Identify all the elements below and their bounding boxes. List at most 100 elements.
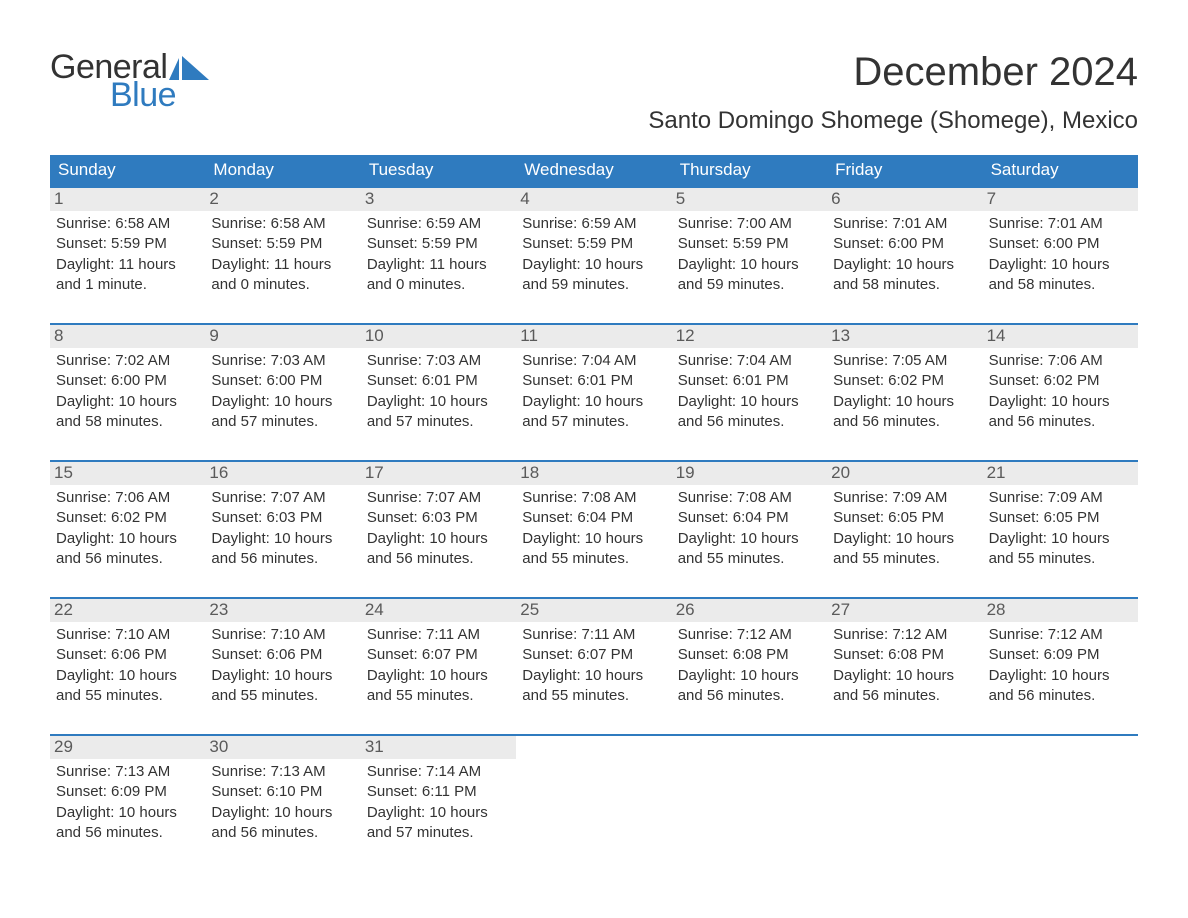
day-number: 16 [205,462,360,485]
daylight-line-2: and 56 minutes. [211,549,354,569]
daylight-line-2: and 56 minutes. [367,549,510,569]
sunset-line: Sunset: 6:05 PM [989,508,1132,528]
day-detail: Sunrise: 7:12 AMSunset: 6:09 PMDaylight:… [989,622,1132,706]
daylight-line-1: Daylight: 10 hours [989,529,1132,549]
day-number: 5 [672,188,827,211]
day-number: 2 [205,188,360,211]
daylight-line-2: and 56 minutes. [56,549,199,569]
logo-text-blue: Blue [110,78,209,112]
day-number: 30 [205,736,360,759]
sunrise-line: Sunrise: 7:04 AM [522,351,665,371]
day-cell: 1Sunrise: 6:58 AMSunset: 5:59 PMDaylight… [50,188,205,299]
day-cell: 24Sunrise: 7:11 AMSunset: 6:07 PMDayligh… [361,599,516,710]
day-cell: 29Sunrise: 7:13 AMSunset: 6:09 PMDayligh… [50,736,205,847]
sunset-line: Sunset: 6:04 PM [522,508,665,528]
week-row: 22Sunrise: 7:10 AMSunset: 6:06 PMDayligh… [50,597,1138,710]
week-row: 15Sunrise: 7:06 AMSunset: 6:02 PMDayligh… [50,460,1138,573]
day-cell: 8Sunrise: 7:02 AMSunset: 6:00 PMDaylight… [50,325,205,436]
day-number: 31 [361,736,516,759]
day-cell [516,736,671,847]
sunrise-line: Sunrise: 7:12 AM [989,625,1132,645]
day-detail: Sunrise: 7:13 AMSunset: 6:09 PMDaylight:… [56,759,199,843]
daylight-line-1: Daylight: 10 hours [522,529,665,549]
day-cell: 31Sunrise: 7:14 AMSunset: 6:11 PMDayligh… [361,736,516,847]
daylight-line-2: and 56 minutes. [56,823,199,843]
day-detail: Sunrise: 6:59 AMSunset: 5:59 PMDaylight:… [522,211,665,295]
day-cell: 23Sunrise: 7:10 AMSunset: 6:06 PMDayligh… [205,599,360,710]
daylight-line-1: Daylight: 10 hours [833,666,976,686]
day-detail: Sunrise: 7:00 AMSunset: 5:59 PMDaylight:… [678,211,821,295]
day-cell [672,736,827,847]
sunset-line: Sunset: 6:00 PM [833,234,976,254]
day-number: 26 [672,599,827,622]
daylight-line-2: and 55 minutes. [522,549,665,569]
sunset-line: Sunset: 5:59 PM [367,234,510,254]
daylight-line-1: Daylight: 10 hours [367,666,510,686]
daylight-line-2: and 56 minutes. [211,823,354,843]
sunset-line: Sunset: 6:07 PM [522,645,665,665]
daylight-line-1: Daylight: 10 hours [522,255,665,275]
daylight-line-2: and 58 minutes. [833,275,976,295]
daylight-line-1: Daylight: 10 hours [56,803,199,823]
sunset-line: Sunset: 6:01 PM [522,371,665,391]
sunrise-line: Sunrise: 7:12 AM [833,625,976,645]
daylight-line-1: Daylight: 10 hours [522,666,665,686]
daylight-line-2: and 1 minute. [56,275,199,295]
sunset-line: Sunset: 6:06 PM [56,645,199,665]
daylight-line-1: Daylight: 10 hours [678,666,821,686]
sunrise-line: Sunrise: 7:14 AM [367,762,510,782]
day-number: 10 [361,325,516,348]
daylight-line-1: Daylight: 10 hours [56,666,199,686]
sunset-line: Sunset: 6:00 PM [56,371,199,391]
day-number: 24 [361,599,516,622]
sunset-line: Sunset: 6:02 PM [56,508,199,528]
logo: General Blue [50,50,209,112]
day-detail: Sunrise: 7:08 AMSunset: 6:04 PMDaylight:… [678,485,821,569]
sunrise-line: Sunrise: 7:03 AM [211,351,354,371]
day-number: 21 [983,462,1138,485]
day-detail: Sunrise: 7:07 AMSunset: 6:03 PMDaylight:… [211,485,354,569]
daylight-line-2: and 0 minutes. [211,275,354,295]
day-number: 11 [516,325,671,348]
daylight-line-1: Daylight: 10 hours [989,392,1132,412]
daylight-line-2: and 55 minutes. [367,686,510,706]
weekday-header: Thursday [672,155,827,186]
sunrise-line: Sunrise: 7:08 AM [522,488,665,508]
daylight-line-1: Daylight: 10 hours [522,392,665,412]
sunset-line: Sunset: 6:01 PM [367,371,510,391]
sunset-line: Sunset: 6:06 PM [211,645,354,665]
day-cell: 11 Sunrise: 7:04 AMSunset: 6:01 PMDayligh… [516,325,671,436]
day-number: 6 [827,188,982,211]
sunset-line: Sunset: 5:59 PM [56,234,199,254]
sunset-line: Sunset: 5:59 PM [522,234,665,254]
day-detail: Sunrise: 7:03 AMSunset: 6:01 PMDaylight:… [367,348,510,432]
sunrise-line: Sunrise: 7:00 AM [678,214,821,234]
sunrise-line: Sunrise: 7:01 AM [989,214,1132,234]
sunrise-line: Sunrise: 6:58 AM [56,214,199,234]
daylight-line-2: and 57 minutes. [522,412,665,432]
sunset-line: Sunset: 5:59 PM [211,234,354,254]
sunset-line: Sunset: 6:08 PM [833,645,976,665]
sunset-line: Sunset: 6:09 PM [56,782,199,802]
day-cell: 7Sunrise: 7:01 AMSunset: 6:00 PMDaylight… [983,188,1138,299]
daylight-line-2: and 56 minutes. [989,412,1132,432]
sunset-line: Sunset: 6:10 PM [211,782,354,802]
weekday-header: Tuesday [361,155,516,186]
weekday-header: Sunday [50,155,205,186]
day-detail: Sunrise: 7:13 AMSunset: 6:10 PMDaylight:… [211,759,354,843]
daylight-line-1: Daylight: 10 hours [833,255,976,275]
sunset-line: Sunset: 6:00 PM [989,234,1132,254]
sunset-line: Sunset: 6:03 PM [367,508,510,528]
sunrise-line: Sunrise: 7:10 AM [56,625,199,645]
sunset-line: Sunset: 6:07 PM [367,645,510,665]
day-detail: Sunrise: 7:09 AMSunset: 6:05 PMDaylight:… [833,485,976,569]
sunset-line: Sunset: 6:00 PM [211,371,354,391]
day-cell: 13Sunrise: 7:05 AMSunset: 6:02 PMDayligh… [827,325,982,436]
daylight-line-2: and 57 minutes. [367,823,510,843]
day-number: 15 [50,462,205,485]
daylight-line-1: Daylight: 11 hours [367,255,510,275]
daylight-line-2: and 56 minutes. [678,686,821,706]
daylight-line-2: and 57 minutes. [211,412,354,432]
day-cell: 30Sunrise: 7:13 AMSunset: 6:10 PMDayligh… [205,736,360,847]
day-number: 22 [50,599,205,622]
